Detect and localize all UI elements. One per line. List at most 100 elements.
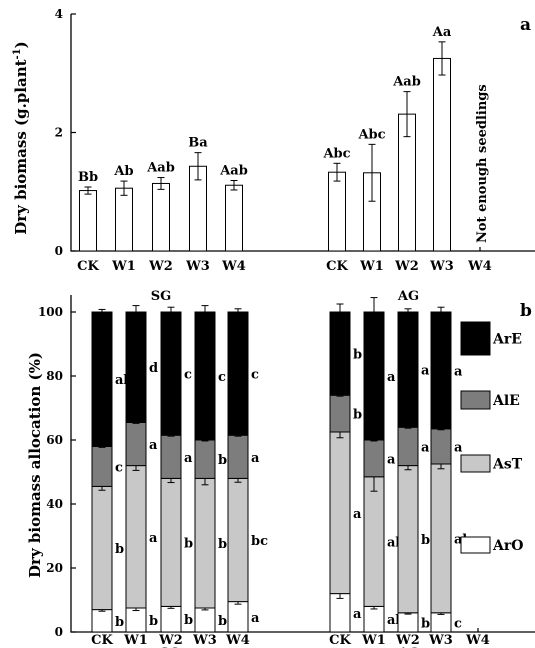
- panel-b-sig-letter: a: [421, 440, 430, 455]
- panel-b-segment-ast: [430, 463, 452, 614]
- panel-b-sig-letter: a: [454, 440, 463, 455]
- panel-b-sig-letter: a: [149, 531, 158, 546]
- panel-b-sig-letter: b: [184, 613, 193, 628]
- panel-b-xtick-label: CK: [329, 633, 351, 648]
- panel-b-sig-letter: c: [251, 368, 259, 383]
- panel-b-segment-are: [397, 311, 419, 428]
- panel-a-sig-letter: Ab: [113, 164, 133, 179]
- panel-b-sig-letter: c: [115, 460, 123, 475]
- panel-b-segment-aro: [194, 607, 216, 633]
- panel-b-sig-letter: b: [353, 408, 362, 423]
- panel-a-annotation: Not enough seedlings: [475, 84, 490, 243]
- panel-a-bar: [79, 190, 97, 252]
- group-label-ag-b: AG: [397, 646, 419, 648]
- panel-b-sig-letter: a: [454, 364, 463, 379]
- panel-b-segment-ale: [397, 426, 419, 467]
- panel-a-axes: [70, 14, 535, 252]
- panel-b-ylabel: Dry biomass allocation (%): [26, 352, 44, 578]
- panel-b-xtick-label: W2: [395, 633, 420, 648]
- panel-b-sig-letter: b: [149, 614, 158, 629]
- panel-b-sig-letter: b: [218, 537, 227, 552]
- panel-a-xtick-label: W4: [467, 259, 492, 274]
- panel-a-sig-letter: Ba: [188, 136, 208, 151]
- panel-b-segment-aro: [363, 605, 385, 633]
- panel-b-segment-ast: [329, 431, 351, 595]
- panel-b-sig-letter: b: [353, 348, 362, 363]
- panel-b-segment-aro: [329, 593, 351, 633]
- panel-b-segment-are: [160, 311, 182, 436]
- panel-a-bar: [225, 184, 243, 252]
- panel-a-sig-letter: Aab: [392, 75, 421, 90]
- panel-b-segment-ale: [329, 394, 351, 433]
- group-label-sg-b: SG: [160, 646, 181, 648]
- panel-b-segment-ast: [363, 476, 385, 607]
- panel-b-sig-letter: c: [184, 368, 192, 383]
- panel-b-segment-are: [194, 311, 216, 441]
- panel-b-xtick-label: W4: [465, 633, 490, 648]
- panel-a-bar: [115, 187, 133, 252]
- legend-label-are: ArE: [492, 332, 522, 348]
- panel-a-sig-letter: Abc: [322, 146, 350, 161]
- panel-a-sig-letter: Abc: [357, 127, 385, 142]
- panel-b-segment-ast: [125, 465, 147, 609]
- panel-b-xtick-label: W3: [428, 633, 453, 648]
- panel-a-xtick-label: W2: [394, 259, 419, 274]
- panel-b-xtick-label: W3: [192, 633, 217, 648]
- panel-a-xtick-label: W2: [148, 259, 173, 274]
- panel-b-segment-are: [125, 311, 147, 423]
- panel-b-sig-letter: b: [218, 614, 227, 629]
- panel-a-xtick-label: W1: [111, 259, 136, 274]
- panel-a-bar: [328, 171, 346, 252]
- panel-b-sig-letter: a: [353, 607, 362, 622]
- panel-b-sig-letter: a: [251, 451, 260, 466]
- panel-a-sig-letter: Bb: [78, 170, 98, 185]
- panel-b-sig-letter: a: [251, 611, 260, 626]
- panel-b-segment-are: [227, 311, 249, 436]
- panel-b-segment-ale: [363, 439, 385, 478]
- panel-b-segment-ale: [125, 421, 147, 467]
- panel-b-segment-ast: [194, 477, 216, 609]
- panel-b-segment-are: [329, 311, 351, 396]
- panel-a-label: a: [520, 15, 531, 35]
- panel-b-segment-are: [430, 311, 452, 430]
- panel-b-xtick-label: W1: [361, 633, 386, 648]
- panel-b-sig-letter: a: [421, 364, 430, 379]
- panel-b-segment-ast: [160, 477, 182, 607]
- panel-b-ytick-label: 0: [55, 625, 63, 639]
- panel-b-segment-are: [91, 311, 113, 447]
- legend-swatch-aro: [460, 536, 491, 554]
- panel-a-bar: [433, 57, 451, 252]
- panel-b-segment-are: [363, 311, 385, 441]
- panel-a-ylabel-sup: -1: [12, 48, 23, 59]
- panel-b-segment-ale: [227, 434, 249, 479]
- panel-a-xtick-label: CK: [77, 259, 99, 274]
- panel-b-segment-ale: [91, 445, 113, 487]
- legend-label-ast: AsT: [492, 457, 523, 473]
- panel-b-segment-ast: [227, 477, 249, 603]
- panel-b-sig-letter: bc: [251, 534, 268, 549]
- panel-a-sig-letter: Aab: [219, 163, 248, 178]
- group-label-sg-a: SG: [151, 289, 172, 304]
- panel-b-sig-letter: a: [149, 438, 158, 453]
- legend-swatch-ale: [460, 390, 491, 410]
- panel-b-sig-letter: c: [454, 616, 462, 631]
- legend-label-ale: AlE: [492, 393, 520, 409]
- panel-b-segment-ale: [160, 434, 182, 479]
- panel-b-xtick-label: W1: [123, 633, 148, 648]
- panel-b-sig-letter: b: [184, 536, 193, 551]
- panel-a-xtick-label: CK: [326, 259, 348, 274]
- panel-b-segment-aro: [125, 607, 147, 633]
- panel-a-xtick-label: W3: [429, 259, 454, 274]
- panel-b-segment-aro: [160, 605, 182, 633]
- panel-b-segment-aro: [430, 612, 452, 633]
- panel-b-xtick-label: CK: [91, 633, 113, 648]
- legend-label-aro: ArO: [492, 538, 523, 554]
- panel-b-segment-ast: [91, 485, 113, 611]
- panel-b-ytick-label: 40: [46, 497, 63, 511]
- panel-b-xtick-label: W2: [158, 633, 183, 648]
- panel-b-sig-letter: a: [387, 452, 396, 467]
- panel-b-sig-letter: d: [149, 361, 158, 376]
- panel-b-sig-letter: b: [218, 453, 227, 468]
- panel-a-ylabel-main: Dry biomass (g.plant: [12, 59, 30, 234]
